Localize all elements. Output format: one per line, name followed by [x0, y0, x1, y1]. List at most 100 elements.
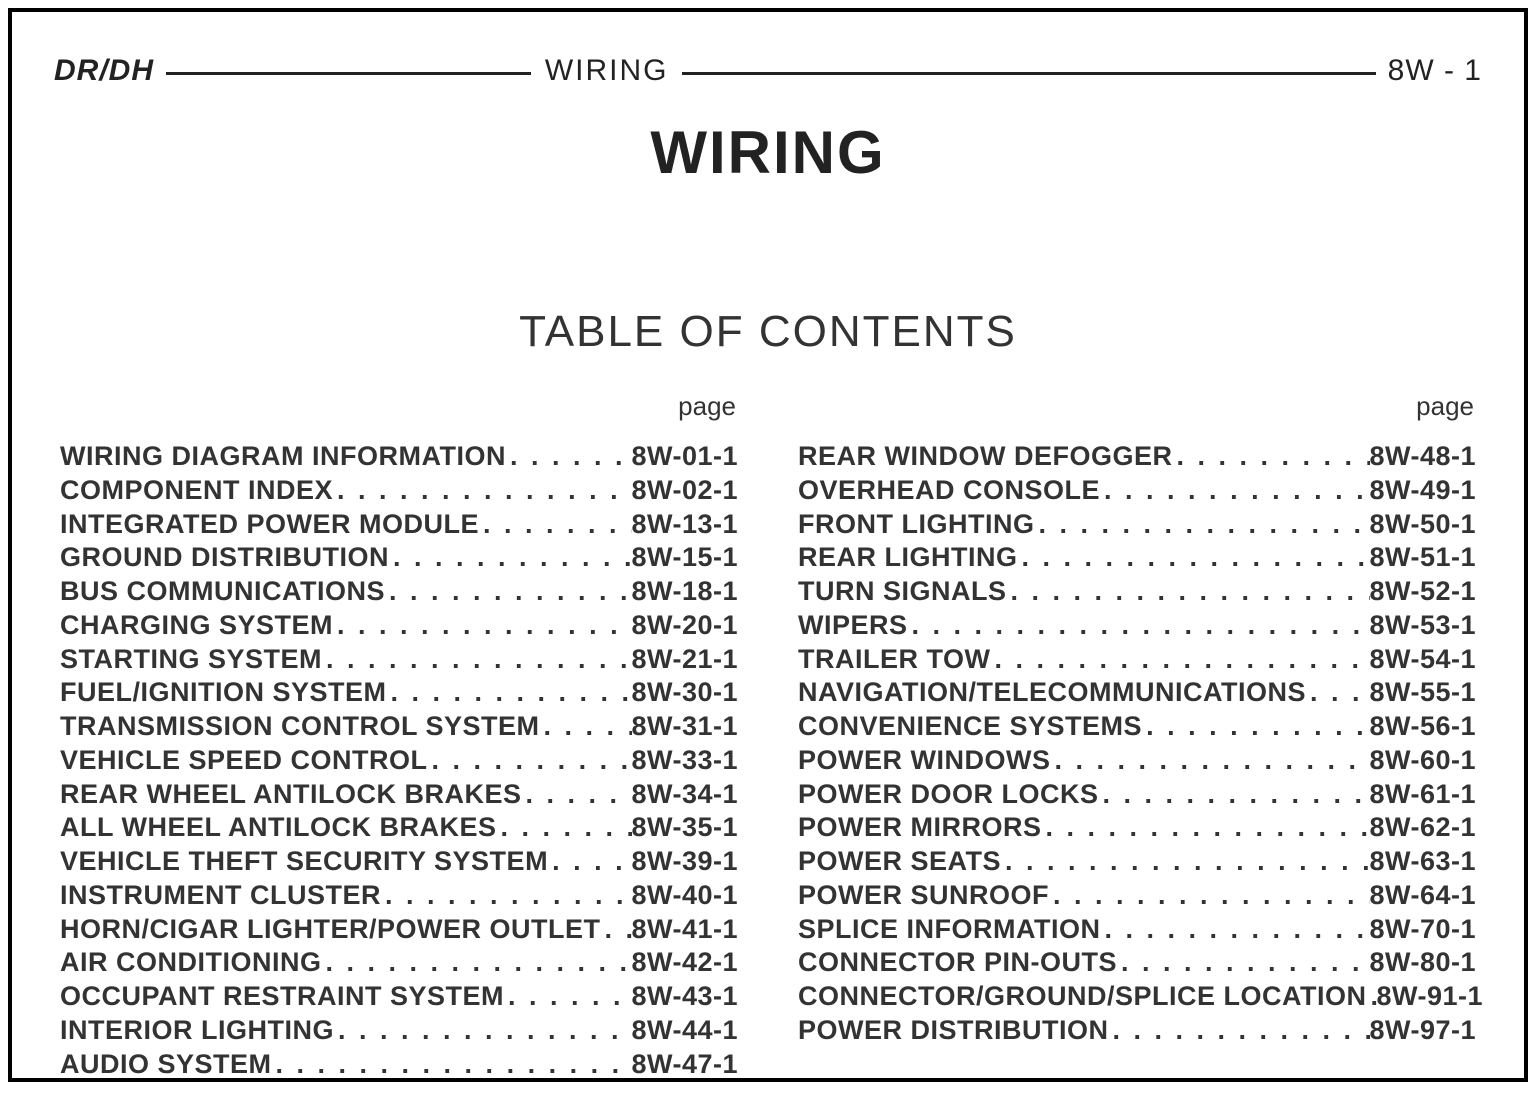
toc-leader-dots: . . . . . . . . . . . . . . . . . . . . … — [600, 913, 631, 947]
toc-entry-page: 8W-62-1 — [1370, 811, 1477, 845]
toc-entry: GROUND DISTRIBUTION. . . . . . . . . . .… — [60, 541, 738, 575]
toc-entry: CONNECTOR PIN-OUTS. . . . . . . . . . . … — [798, 946, 1476, 980]
toc-entry-page: 8W-43-1 — [632, 980, 739, 1014]
toc-entry: FRONT LIGHTING. . . . . . . . . . . . . … — [798, 508, 1476, 542]
toc-entry: STARTING SYSTEM. . . . . . . . . . . . .… — [60, 643, 738, 677]
toc-entry-page: 8W-64-1 — [1370, 879, 1477, 913]
toc-entry-label: INTEGRATED POWER MODULE — [60, 508, 479, 542]
toc-leader-dots: . . . . . . . . . . . . . . . . . . . . … — [1049, 879, 1369, 913]
toc-entry-page: 8W-44-1 — [632, 1014, 739, 1048]
toc-entry-label: AUDIO SYSTEM — [60, 1048, 272, 1082]
toc-entry: WIRING DIAGRAM INFORMATION. . . . . . . … — [60, 440, 738, 474]
toc-leader-dots: . . . . . . . . . . . . . . . . . . . . … — [385, 575, 632, 609]
toc-entry-label: POWER DOOR LOCKS — [798, 778, 1099, 812]
page-column-header: page — [798, 391, 1476, 422]
toc-entry-label: POWER SUNROOF — [798, 879, 1049, 913]
toc-leader-dots: . . . . . . . . . . . . . . . . . . . . … — [322, 643, 631, 677]
toc-leader-dots: . . . . . . . . . . . . . . . . . . . . … — [522, 778, 632, 812]
header-page-code: 8W - 1 — [1382, 54, 1482, 88]
toc-leader-dots: . . . . . . . . . . . . . . . . . . . . … — [1100, 474, 1369, 508]
toc-entry-label: REAR WHEEL ANTILOCK BRAKES — [60, 778, 522, 812]
toc-entry-page: 8W-21-1 — [632, 643, 739, 677]
toc-entry-label: SPLICE INFORMATION — [798, 913, 1101, 947]
toc-entry: OCCUPANT RESTRAINT SYSTEM. . . . . . . .… — [60, 980, 738, 1014]
toc-entry-page: 8W-47-1 — [632, 1048, 739, 1082]
toc-entry-label: INTERIOR LIGHTING — [60, 1014, 334, 1048]
toc-entry-page: 8W-34-1 — [632, 778, 739, 812]
toc-entry: ALL WHEEL ANTILOCK BRAKES. . . . . . . .… — [60, 811, 738, 845]
toc-entry-label: CONNECTOR PIN-OUTS — [798, 946, 1117, 980]
toc-leader-dots: . . . . . . . . . . . . . . . . . . . . … — [389, 541, 632, 575]
toc-entry-label: REAR LIGHTING — [798, 541, 1018, 575]
toc-entry: HORN/CIGAR LIGHTER/POWER OUTLET. . . . .… — [60, 913, 738, 947]
toc-leader-dots: . . . . . . . . . . . . . . . . . . . . … — [540, 710, 632, 744]
toc-entry-page: 8W-60-1 — [1370, 744, 1477, 778]
toc-entry: POWER SUNROOF. . . . . . . . . . . . . .… — [798, 879, 1476, 913]
toc-entry-label: CONVENIENCE SYSTEMS — [798, 710, 1142, 744]
toc-columns: page WIRING DIAGRAM INFORMATION. . . . .… — [54, 391, 1482, 1081]
toc-entry-label: HORN/CIGAR LIGHTER/POWER OUTLET — [60, 913, 600, 947]
toc-leader-dots: . . . . . . . . . . . . . . . . . . . . … — [1173, 440, 1370, 474]
header-model-code: DR/DH — [54, 54, 160, 88]
main-title: WIRING — [54, 118, 1482, 187]
toc-leader-dots: . . . . . . . . . . . . . . . . . . . . … — [322, 946, 632, 980]
toc-entry-page: 8W-56-1 — [1370, 710, 1477, 744]
toc-leader-dots: . . . . . . . . . . . . . . . . . . . . … — [1050, 744, 1369, 778]
toc-entry: VEHICLE SPEED CONTROL. . . . . . . . . .… — [60, 744, 738, 778]
toc-leader-dots: . . . . . . . . . . . . . . . . . . . . … — [1042, 811, 1370, 845]
document-page: DR/DH WIRING 8W - 1 WIRING TABLE OF CONT… — [8, 8, 1528, 1082]
toc-entry-page: 8W-40-1 — [632, 879, 739, 913]
toc-entry: CONVENIENCE SYSTEMS. . . . . . . . . . .… — [798, 710, 1476, 744]
toc-entry: INTERIOR LIGHTING. . . . . . . . . . . .… — [60, 1014, 738, 1048]
toc-entry: POWER DISTRIBUTION. . . . . . . . . . . … — [798, 1014, 1476, 1048]
toc-entry: VEHICLE THEFT SECURITY SYSTEM. . . . . .… — [60, 845, 738, 879]
toc-leader-dots: . . . . . . . . . . . . . . . . . . . . … — [1007, 575, 1370, 609]
toc-leader-dots: . . . . . . . . . . . . . . . . . . . . … — [1109, 1014, 1370, 1048]
toc-entry-page: 8W-35-1 — [632, 811, 739, 845]
toc-entry-page: 8W-70-1 — [1370, 913, 1477, 947]
toc-leader-dots: . . . . . . . . . . . . . . . . . . . . … — [990, 643, 1369, 677]
toc-leader-dots: . . . . . . . . . . . . . . . . . . . . … — [333, 474, 631, 508]
toc-entry-label: TRANSMISSION CONTROL SYSTEM — [60, 710, 540, 744]
toc-leader-dots: . . . . . . . . . . . . . . . . . . . . … — [1142, 710, 1369, 744]
toc-entry-label: BUS COMMUNICATIONS — [60, 575, 385, 609]
toc-leader-dots: . . . . . . . . . . . . . . . . . . . . … — [428, 744, 632, 778]
toc-entry-page: 8W-53-1 — [1370, 609, 1477, 643]
toc-entry: INSTRUMENT CLUSTER. . . . . . . . . . . … — [60, 879, 738, 913]
toc-entry-label: CHARGING SYSTEM — [60, 609, 333, 643]
toc-leader-dots: . . . . . . . . . . . . . . . . . . . . … — [334, 1014, 632, 1048]
header-rule-right — [682, 72, 1375, 75]
toc-entry-label: ALL WHEEL ANTILOCK BRAKES — [60, 811, 497, 845]
toc-entry-page: 8W-51-1 — [1370, 541, 1477, 575]
toc-leader-dots: . . . . . . . . . . . . . . . . . . . . … — [1034, 508, 1369, 542]
toc-leader-dots: . . . . . . . . . . . . . . . . . . . . … — [387, 676, 632, 710]
toc-entry: WIPERS. . . . . . . . . . . . . . . . . … — [798, 609, 1476, 643]
toc-entry-page: 8W-61-1 — [1370, 778, 1477, 812]
toc-leader-dots: . . . . . . . . . . . . . . . . . . . . … — [506, 440, 632, 474]
toc-leader-dots: . . . . . . . . . . . . . . . . . . . . … — [548, 845, 631, 879]
toc-entry-label: POWER DISTRIBUTION — [798, 1014, 1109, 1048]
toc-leader-dots: . . . . . . . . . . . . . . . . . . . . … — [1099, 778, 1370, 812]
toc-entry-page: 8W-97-1 — [1370, 1014, 1477, 1048]
toc-column-right: page REAR WINDOW DEFOGGER. . . . . . . .… — [798, 391, 1476, 1081]
toc-entry: AIR CONDITIONING. . . . . . . . . . . . … — [60, 946, 738, 980]
toc-entry-label: STARTING SYSTEM — [60, 643, 322, 677]
toc-entry-page: 8W-01-1 — [632, 440, 739, 474]
toc-entry-label: POWER WINDOWS — [798, 744, 1050, 778]
toc-entry-label: FRONT LIGHTING — [798, 508, 1034, 542]
toc-title: TABLE OF CONTENTS — [54, 307, 1482, 357]
toc-leader-dots: . . . . . . . . . . . . . . . . . . . . … — [1101, 913, 1370, 947]
toc-entry-label: TURN SIGNALS — [798, 575, 1007, 609]
toc-leader-dots: . . . . . . . . . . . . . . . . . . . . … — [1001, 845, 1369, 879]
toc-entry: INTEGRATED POWER MODULE. . . . . . . . .… — [60, 508, 738, 542]
toc-entry-page: 8W-50-1 — [1370, 508, 1477, 542]
toc-entry-label: POWER SEATS — [798, 845, 1001, 879]
toc-entry-label: CONNECTOR/GROUND/SPLICE LOCATION — [798, 980, 1367, 1014]
toc-entry: CHARGING SYSTEM. . . . . . . . . . . . .… — [60, 609, 738, 643]
toc-entry-label: POWER MIRRORS — [798, 811, 1042, 845]
toc-column-left: page WIRING DIAGRAM INFORMATION. . . . .… — [60, 391, 738, 1081]
toc-entry-label: WIRING DIAGRAM INFORMATION — [60, 440, 506, 474]
header-section-name: WIRING — [537, 54, 677, 88]
toc-entry-label: OCCUPANT RESTRAINT SYSTEM — [60, 980, 504, 1014]
toc-leader-dots: . . . . . . . . . . . . . . . . . . . . … — [381, 879, 632, 913]
